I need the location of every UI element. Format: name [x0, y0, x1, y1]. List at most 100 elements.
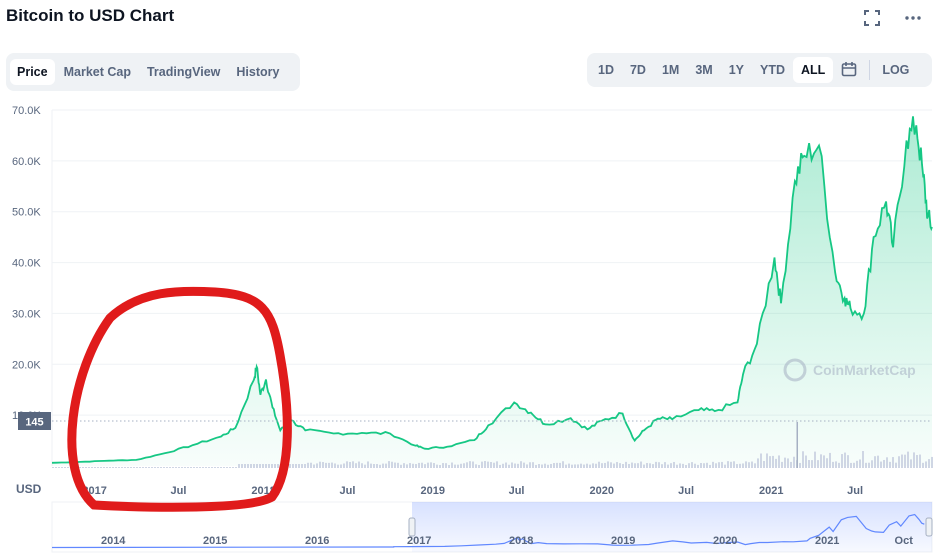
volume-bar	[544, 463, 546, 468]
volume-bar	[652, 464, 654, 468]
volume-bar	[187, 467, 189, 468]
volume-bar	[430, 462, 432, 468]
volume-bar	[679, 463, 681, 468]
volume-bar	[262, 464, 264, 468]
navigator-tick-label: Oct	[895, 535, 914, 547]
range-1d[interactable]: 1D	[598, 63, 614, 77]
volume-bar	[844, 452, 846, 468]
volume-bar	[904, 454, 906, 468]
volume-bar	[175, 467, 177, 468]
volume-bar	[148, 467, 150, 468]
volume-bar	[370, 463, 372, 468]
volume-bar	[823, 455, 825, 468]
volume-bar	[703, 463, 705, 468]
tab-tradingview[interactable]: TradingView	[146, 65, 221, 79]
volume-bar	[676, 464, 678, 468]
tab-history[interactable]: History	[236, 65, 280, 79]
volume-bar	[802, 451, 804, 468]
x-tick-label: Jul	[847, 485, 863, 497]
volume-bar	[355, 463, 357, 468]
volume-bar	[907, 451, 909, 468]
volume-bar	[91, 467, 93, 468]
volume-bar	[736, 464, 738, 468]
volume-bar	[739, 463, 741, 468]
volume-bar	[154, 467, 156, 468]
volume-bar	[67, 467, 69, 468]
volume-bar	[733, 461, 735, 468]
volume-bar	[508, 464, 510, 468]
range-1m[interactable]: 1M	[661, 63, 680, 77]
volume-bar	[592, 463, 594, 468]
volume-bar	[214, 467, 216, 468]
y-tick-label: 70.0K	[12, 105, 41, 117]
volume-bar	[475, 464, 477, 468]
calendar-icon[interactable]	[833, 57, 865, 84]
volume-bar	[412, 463, 414, 468]
volume-bar	[550, 463, 552, 468]
volume-bar	[259, 464, 261, 468]
range-1y[interactable]: 1Y	[728, 63, 745, 77]
range-7d[interactable]: 7D	[629, 63, 646, 77]
volume-bar	[757, 458, 759, 468]
range-3m[interactable]: 3M	[695, 63, 713, 77]
volume-bar	[358, 461, 360, 468]
volume-bar	[763, 460, 765, 468]
volume-bar	[634, 463, 636, 468]
volume-bar	[691, 462, 693, 468]
volume-bar	[538, 464, 540, 468]
volume-bar	[826, 458, 828, 468]
volume-bar	[820, 454, 822, 468]
navigator-tick-label: 2015	[203, 535, 227, 547]
volume-bar	[241, 464, 243, 468]
volume-bar	[559, 462, 561, 468]
log-toggle[interactable]: LOG	[882, 63, 910, 77]
divider	[869, 60, 871, 80]
range-ytd[interactable]: YTD	[760, 63, 786, 77]
navigator-tick-label: 2016	[305, 535, 329, 547]
volume-bar	[181, 467, 183, 468]
volume-bar	[553, 463, 555, 468]
navigator-left-handle[interactable]	[408, 517, 416, 537]
volume-bar	[688, 463, 690, 468]
volume-bar	[298, 464, 300, 468]
volume-bar	[670, 463, 672, 468]
volume-bar	[805, 455, 807, 468]
volume-bar	[274, 464, 276, 468]
volume-bar	[199, 467, 201, 468]
volume-bar	[541, 464, 543, 468]
volume-bar	[244, 464, 246, 468]
volume-bar	[313, 464, 315, 468]
fullscreen-icon[interactable]	[864, 10, 880, 31]
volume-bar	[400, 464, 402, 468]
volume-bar	[376, 464, 378, 468]
volume-bar	[775, 458, 777, 468]
volume-bar	[196, 467, 198, 468]
volume-bar	[697, 464, 699, 468]
volume-bar	[208, 467, 210, 468]
tab-market-cap[interactable]: Market Cap	[63, 65, 131, 79]
volume-bar	[835, 461, 837, 468]
volume-bar	[664, 462, 666, 468]
volume-bar	[169, 467, 171, 468]
volume-bar	[715, 463, 717, 468]
volume-bar	[394, 462, 396, 468]
volume-bar	[250, 464, 252, 468]
volume-bar	[100, 467, 102, 468]
page-title: Bitcoin to USD Chart	[6, 6, 175, 25]
volume-bar	[874, 456, 876, 468]
tab-price[interactable]: Price	[10, 59, 55, 85]
navigator-right-handle[interactable]	[925, 517, 933, 537]
volume-bar	[421, 462, 423, 468]
volume-bar	[631, 462, 633, 468]
range-all[interactable]: ALL	[793, 57, 834, 83]
volume-bar	[709, 464, 711, 468]
volume-bar	[271, 464, 273, 468]
more-icon[interactable]	[904, 10, 922, 31]
volume-bar	[742, 463, 744, 468]
volume-bar	[334, 463, 336, 468]
volume-bar	[547, 464, 549, 468]
volume-bar	[535, 464, 537, 468]
volume-bar	[472, 461, 474, 468]
volume-bar	[64, 467, 66, 468]
